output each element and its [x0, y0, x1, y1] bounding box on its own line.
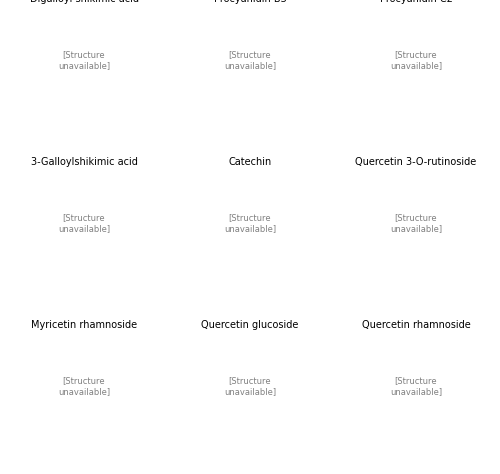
Text: [Structure
unavailable]: [Structure unavailable]: [58, 50, 110, 70]
Title: Quercetin glucoside: Quercetin glucoside: [202, 320, 298, 330]
Title: 3-Galloylshikimic acid: 3-Galloylshikimic acid: [30, 157, 138, 167]
Text: [Structure
unavailable]: [Structure unavailable]: [390, 213, 442, 233]
Title: Quercetin rhamnoside: Quercetin rhamnoside: [362, 320, 470, 330]
Text: [Structure
unavailable]: [Structure unavailable]: [224, 377, 276, 396]
Text: [Structure
unavailable]: [Structure unavailable]: [390, 50, 442, 70]
Text: [Structure
unavailable]: [Structure unavailable]: [58, 377, 110, 396]
Title: Quercetin 3-O-rutinoside: Quercetin 3-O-rutinoside: [356, 157, 476, 167]
Title: Procyanidin C2: Procyanidin C2: [380, 0, 452, 4]
Title: Catechin: Catechin: [228, 157, 272, 167]
Title: Digalloyl shikimic acid: Digalloyl shikimic acid: [30, 0, 138, 4]
Text: [Structure
unavailable]: [Structure unavailable]: [58, 213, 110, 233]
Text: [Structure
unavailable]: [Structure unavailable]: [224, 50, 276, 70]
Title: Myricetin rhamnoside: Myricetin rhamnoside: [31, 320, 137, 330]
Text: [Structure
unavailable]: [Structure unavailable]: [224, 213, 276, 233]
Title: Procyanidin B3: Procyanidin B3: [214, 0, 286, 4]
Text: [Structure
unavailable]: [Structure unavailable]: [390, 377, 442, 396]
